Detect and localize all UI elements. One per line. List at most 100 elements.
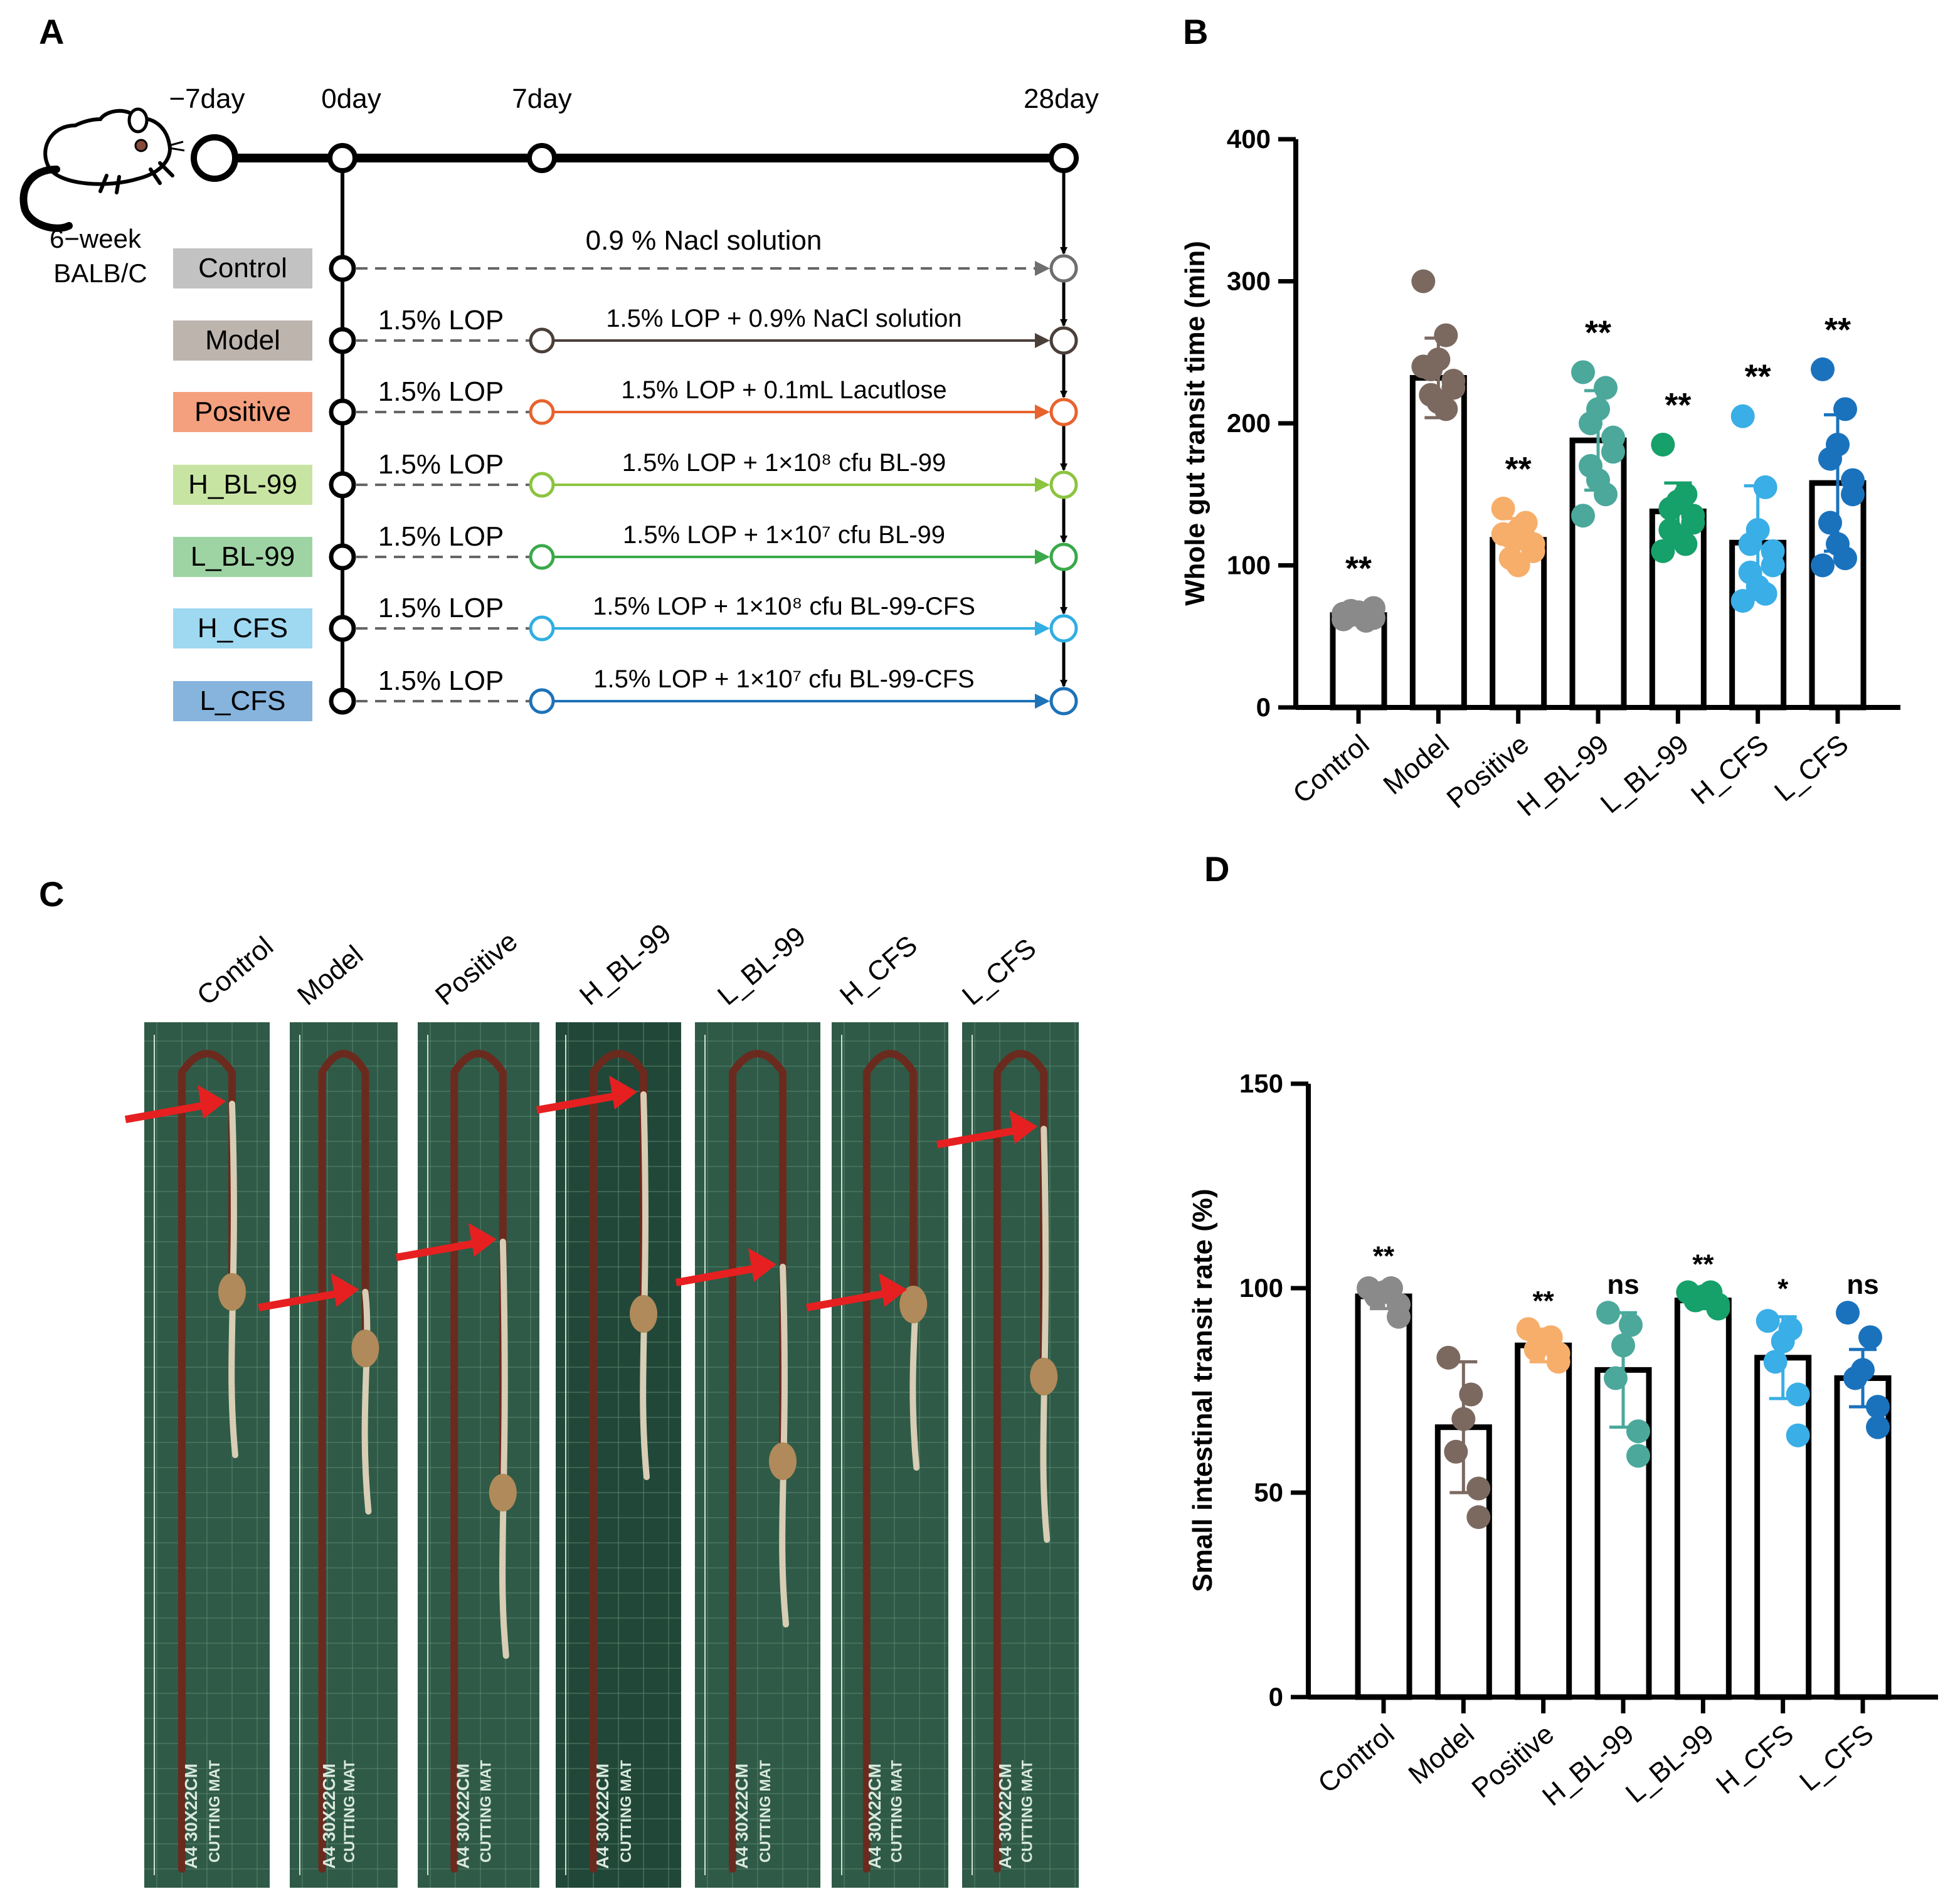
data-point (1843, 1366, 1867, 1390)
intestine-segment (862, 1050, 918, 1873)
mat-print-subtext: CUTTING MAT (757, 1760, 774, 1863)
data-point (1836, 1301, 1860, 1325)
data-point (1833, 546, 1857, 571)
treatment-arrowhead (1035, 333, 1050, 348)
x-tick-label: Control (1287, 729, 1375, 810)
cecum (218, 1273, 246, 1311)
data-point (1683, 1288, 1708, 1313)
treatment-label: 1.5% LOP + 1×10⁸ cfu BL-99 (622, 449, 946, 477)
data-point (1571, 504, 1595, 528)
red-arrow (675, 1263, 765, 1286)
data-point (1786, 1382, 1810, 1407)
bar-h_cfs (1754, 1355, 1812, 1700)
pre-treatment-label: 1.5% LOP (378, 376, 504, 407)
data-point (1523, 1337, 1548, 1362)
intestine-segment (318, 1050, 369, 1873)
group-label-l_cfs: L_CFS (200, 685, 286, 716)
mat-print-subtext: CUTTING MAT (477, 1760, 494, 1863)
data-point (1706, 1296, 1730, 1321)
group-start-node (329, 398, 356, 426)
data-point (1434, 323, 1458, 347)
pre-treatment-label: 1.5% LOP (378, 449, 504, 480)
y-tick-label: 50 (1254, 1478, 1283, 1507)
data-point (1673, 532, 1698, 556)
cecum (351, 1330, 379, 1367)
panel-label-b: B (1183, 12, 1208, 51)
mat-print-text: A4 30X22CM (732, 1764, 751, 1869)
data-point (1579, 411, 1602, 435)
cecum (769, 1442, 797, 1480)
intestine-segment (590, 1050, 647, 1873)
group-start-node (329, 543, 356, 571)
photo-label-model: Model (292, 939, 369, 1012)
bar-l_bl-99 (1674, 1298, 1732, 1700)
pale-intestine-segment (1040, 1126, 1051, 1543)
timeline-node-28 (1049, 143, 1079, 173)
x-tick-label: Control (1312, 1718, 1400, 1799)
x-tick-label: L_BL-99 (1595, 729, 1695, 819)
red-arrowhead (879, 1273, 908, 1307)
data-point (1441, 376, 1466, 400)
end-node (1049, 398, 1078, 426)
photo-label-h_cfs: H_CFS (834, 929, 923, 1011)
cecum (1030, 1358, 1058, 1395)
group-box-model (173, 320, 312, 361)
data-point (1771, 1329, 1795, 1353)
timeline-node-7 (527, 143, 557, 173)
treatment-arrowhead (1035, 549, 1050, 564)
y-axis-title: Small intestinal transit rate (%) (1187, 1188, 1218, 1592)
data-point (1651, 432, 1675, 457)
day-label-minus7: −7day (169, 83, 245, 114)
group-label-l_bl-99: L_BL-99 (191, 541, 295, 572)
y-tick-label: 300 (1227, 267, 1271, 296)
cutting-mat (962, 1022, 1079, 1888)
timeline-node-minus7 (191, 134, 238, 182)
data-point (1753, 581, 1777, 606)
end-node (1049, 687, 1078, 716)
photo-label-h_bl-99: H_BL-99 (574, 918, 677, 1011)
photo-strip-h_bl-99: A4 30X22CM CUTTING MAT (536, 1022, 681, 1888)
significance-label: ns (1846, 1269, 1878, 1300)
significance-label: ns (1607, 1269, 1639, 1300)
intestine-segment (450, 1050, 507, 1873)
group-box-h_cfs (173, 608, 312, 648)
photo-strip-h_cfs: A4 30X22CM CUTTING MAT (806, 1022, 948, 1888)
mat-print-text: A4 30X22CM (319, 1764, 339, 1869)
end-node (1049, 470, 1078, 499)
group-start-node (329, 255, 356, 282)
data-point (1681, 511, 1705, 535)
pale-intestine-segment (779, 1264, 789, 1627)
treatment-arrowhead (1035, 621, 1050, 636)
group-label-control: Control (198, 253, 287, 283)
chart-whole-gut-transit: 0 100 200 300 400 Whole gut transit time (min… (1180, 124, 1900, 822)
data-point (1626, 1419, 1650, 1444)
mat-print-text: A4 30X22CM (995, 1764, 1015, 1869)
data-point (1444, 1439, 1468, 1464)
treatment-label: 1.5% LOP + 0.1mL Lacutlose (621, 376, 946, 404)
day7-node (529, 688, 555, 714)
y-tick-label: 100 (1227, 551, 1271, 580)
cutting-mat (418, 1022, 539, 1888)
data-point (1763, 1350, 1788, 1374)
data-point (1858, 1325, 1882, 1350)
significance-label: ** (1692, 1249, 1714, 1280)
mat-print-subtext: CUTTING MAT (889, 1760, 906, 1863)
data-point (1594, 376, 1618, 400)
red-arrow (536, 1091, 626, 1114)
panel-label-a: A (39, 12, 64, 51)
group-box-positive (173, 392, 312, 432)
mat-print-text: A4 30X22CM (593, 1764, 612, 1869)
day7-node (529, 544, 555, 570)
experimental-timeline: 6−week BALB/C −7day 0day 7day 28day Cont… (19, 83, 1099, 721)
x-tick-label: L_CFS (1769, 729, 1854, 808)
y-tick-label: 0 (1256, 692, 1271, 722)
group-label-model: Model (205, 325, 280, 356)
significance-label: ** (1533, 1286, 1555, 1316)
bar-positive (1515, 1342, 1572, 1700)
data-point (1546, 1350, 1571, 1374)
red-arrowhead (468, 1223, 497, 1257)
data-point (1601, 440, 1625, 464)
cutting-mat (832, 1022, 948, 1888)
day7-node (529, 615, 555, 642)
